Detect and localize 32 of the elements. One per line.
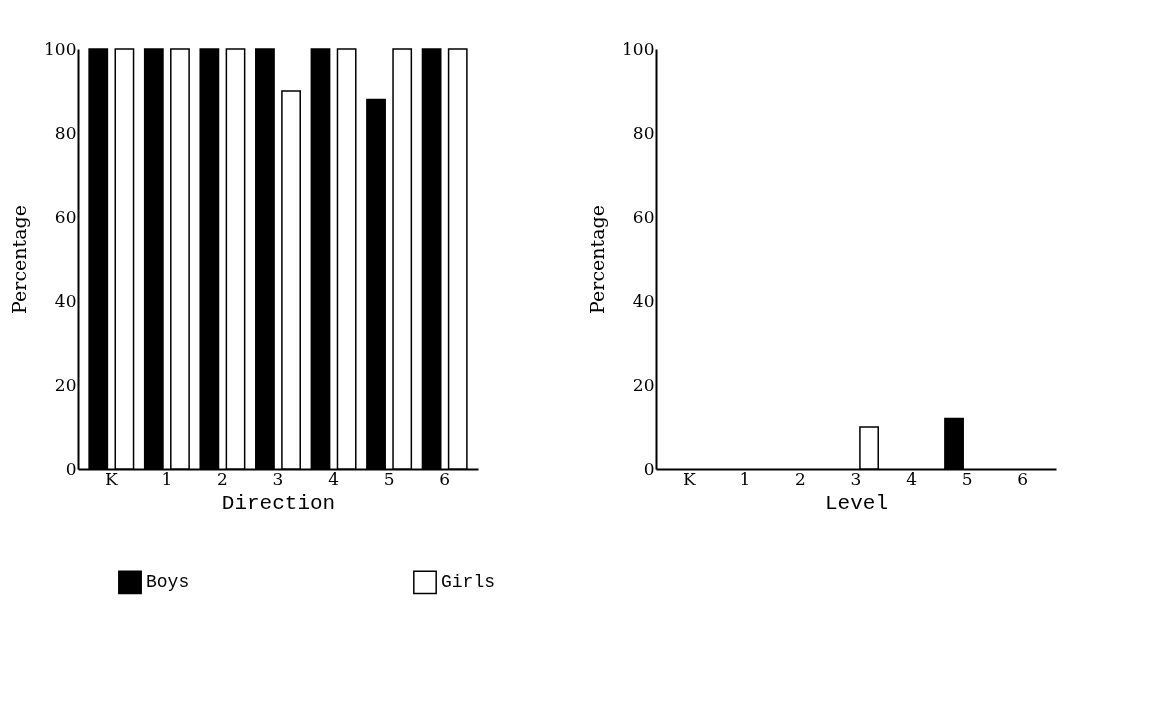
x-tick-label: 6	[439, 468, 451, 489]
x-axis-title: Direction	[221, 491, 336, 515]
y-axis-title: Percentage	[8, 205, 31, 314]
x-tick-label: 3	[272, 468, 284, 489]
y-tick-label: 60	[632, 206, 655, 227]
y-tick-label: 40	[54, 290, 77, 311]
x-tick-label: 1	[739, 468, 751, 489]
x-tick-label: 2	[217, 468, 228, 489]
y-tick-label: 80	[632, 122, 655, 143]
y-tick-label: 60	[54, 206, 77, 227]
y-tick-label: 0	[65, 458, 77, 479]
x-tick-label: 2	[795, 468, 806, 489]
x-tick-label: 5	[383, 468, 395, 489]
y-tick-label: 0	[643, 458, 655, 479]
x-tick-label: 3	[850, 468, 862, 489]
legend-label: Boys	[146, 572, 190, 593]
y-tick-label: 100	[622, 38, 655, 59]
x-tick-label: K	[104, 468, 118, 489]
x-tick-label: 5	[961, 468, 973, 489]
x-tick-label: 6	[1017, 468, 1029, 489]
x-tick-label: 4	[906, 468, 917, 489]
x-tick-label: 4	[328, 468, 339, 489]
x-tick-label: K	[682, 468, 696, 489]
y-tick-label: 80	[54, 122, 77, 143]
x-axis-title: Level	[824, 491, 889, 515]
y-tick-label: 100	[44, 38, 77, 59]
y-tick-label: 20	[632, 374, 655, 395]
y-tick-label: 40	[632, 290, 655, 311]
y-tick-label: 20	[54, 374, 77, 395]
x-tick-label: 1	[161, 468, 173, 489]
y-axis-title: Percentage	[586, 205, 609, 314]
legend-label: Girls	[441, 572, 496, 593]
